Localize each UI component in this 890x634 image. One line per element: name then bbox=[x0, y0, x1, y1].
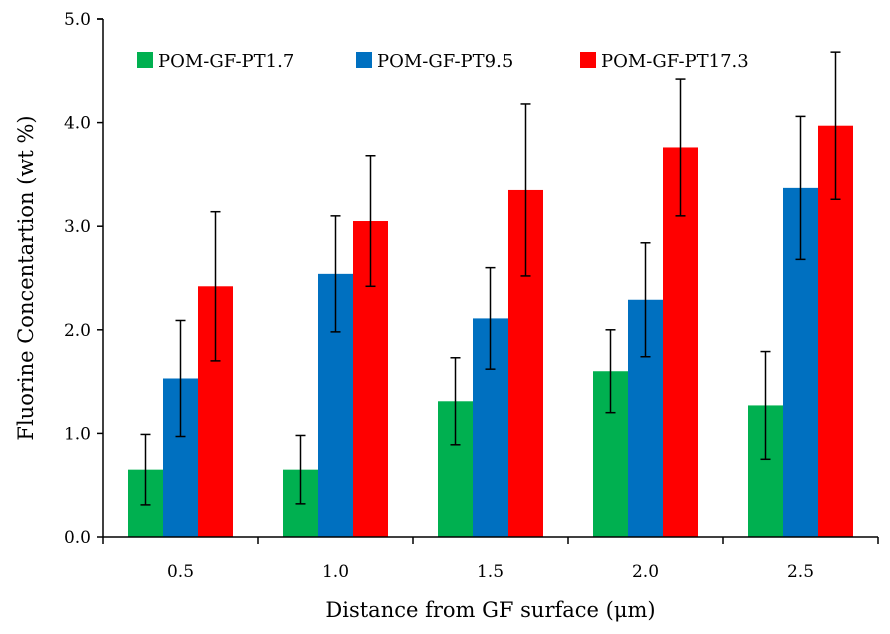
legend: POM-GF-PT1.7 POM-GF-PT9.5 POM-GF-PT17.3 bbox=[137, 51, 749, 72]
y-tick-label: 2.0 bbox=[64, 321, 91, 341]
y-tick-label: 3.0 bbox=[64, 217, 91, 237]
bars-layer bbox=[128, 125, 853, 538]
x-axis-title: Distance from GF surface (μm) bbox=[325, 598, 655, 622]
y-tick-label: 0.0 bbox=[64, 528, 91, 548]
error-bars-layer bbox=[140, 51, 841, 506]
y-tick-label: 5.0 bbox=[64, 10, 91, 30]
legend-label: POM-GF-PT1.7 bbox=[158, 51, 294, 72]
legend-label: POM-GF-PT17.3 bbox=[601, 51, 749, 72]
x-tick-label: 1.0 bbox=[322, 562, 349, 582]
legend-swatch bbox=[137, 52, 153, 68]
x-tick-label: 2.5 bbox=[787, 562, 814, 582]
y-axis-title: Fluorine Concentartion (wt %) bbox=[14, 115, 38, 440]
legend-swatch bbox=[580, 52, 596, 68]
ticks-layer: 0.0 1.0 2.0 3.0 4.0 5.0 0.5 1.0 1.5 2.0 2.5 bbox=[64, 10, 879, 582]
y-tick-label: 1.0 bbox=[64, 424, 91, 444]
legend-swatch bbox=[356, 52, 372, 68]
x-tick-label: 2.0 bbox=[632, 562, 659, 582]
x-tick-label: 1.5 bbox=[477, 562, 504, 582]
y-tick-label: 4.0 bbox=[64, 114, 91, 134]
legend-label: POM-GF-PT9.5 bbox=[377, 51, 513, 72]
x-tick-label: 0.5 bbox=[167, 562, 194, 582]
